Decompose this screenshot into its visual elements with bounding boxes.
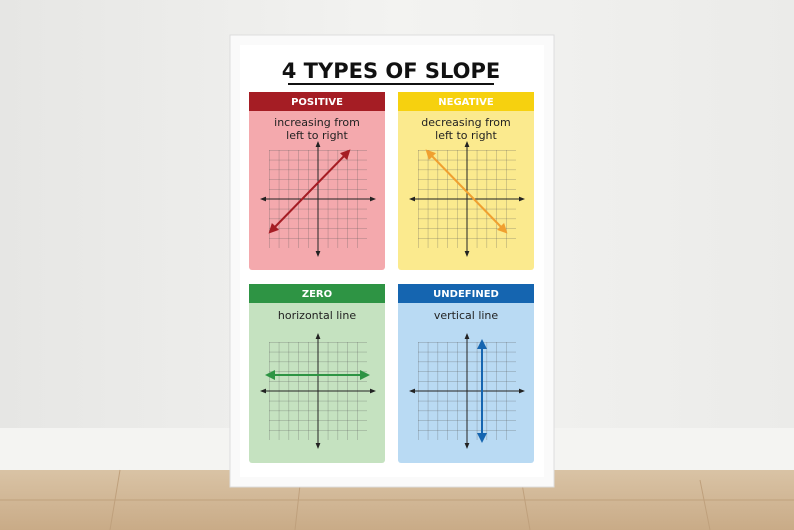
card-description: increasing from	[274, 116, 360, 129]
card-description: left to right	[435, 129, 497, 142]
card: NEGATIVE decreasing from left to right	[398, 92, 534, 270]
card-header	[398, 92, 534, 111]
card-header	[249, 284, 385, 303]
card-heading: ZERO	[302, 289, 332, 300]
slope-line	[268, 149, 351, 234]
card-description: left to right	[286, 129, 348, 142]
slope-line	[425, 149, 508, 234]
card-description: decreasing from	[421, 116, 510, 129]
card-description: horizontal line	[278, 309, 356, 322]
card-header	[398, 284, 534, 303]
title: 4 TYPES OF SLOPE	[282, 59, 500, 83]
card: UNDEFINED vertical line	[398, 284, 534, 463]
card: ZERO horizontal line	[249, 284, 385, 463]
card-header	[249, 92, 385, 111]
card-heading: NEGATIVE	[438, 97, 494, 108]
card-description: vertical line	[434, 309, 499, 322]
floor-boards	[0, 469, 794, 530]
card: POSITIVE increasing from left to right	[249, 92, 385, 270]
card-heading: UNDEFINED	[433, 289, 499, 300]
card-heading: POSITIVE	[291, 97, 343, 108]
